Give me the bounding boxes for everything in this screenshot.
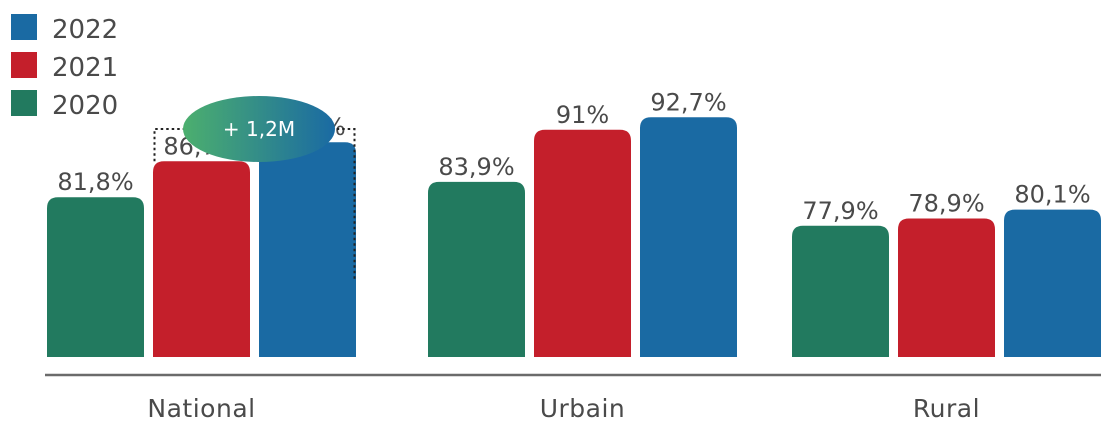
bar-national-2021 [153,161,250,357]
data-label-national-2020: 81,8% [57,168,133,196]
bar-rural-2021 [898,218,995,357]
category-label-national: National [147,394,255,421]
bar-national-2022 [259,142,356,357]
bars [47,117,1101,358]
bar-rural-2022 [1004,209,1101,357]
bar-urbain-2021 [534,129,631,357]
bar-rural-2020 [792,225,889,357]
legend-label-2021: 2021 [52,53,118,83]
bar-urbain-2020 [428,181,525,357]
increase-badge [183,96,335,162]
data-label-urbain-2022: 92,7% [650,88,726,116]
annotation: + 1,2M [153,96,356,280]
data-label-rural-2020: 77,9% [802,197,878,225]
legend-swatch-2022 [11,14,37,40]
data-label-urbain-2021: 91% [556,101,609,129]
legend-swatch-2021 [11,52,37,78]
increase-badge-text: + 1,2M [223,117,295,141]
legend-swatch-2020 [11,90,37,116]
bar-national-2020 [47,197,144,357]
category-label-rural: Rural [913,394,980,421]
data-label-rural-2021: 78,9% [908,189,984,217]
legend-label-2020: 2020 [52,91,118,121]
data-label-urbain-2020: 83,9% [438,153,514,181]
legend-label-2022: 2022 [52,15,118,45]
category-labels: National Urbain Rural [147,394,980,421]
category-label-urbain: Urbain [540,394,626,421]
legend: 2022 2021 2020 [11,14,118,121]
data-label-rural-2022: 80,1% [1014,181,1090,209]
bar-urbain-2022 [640,117,737,358]
